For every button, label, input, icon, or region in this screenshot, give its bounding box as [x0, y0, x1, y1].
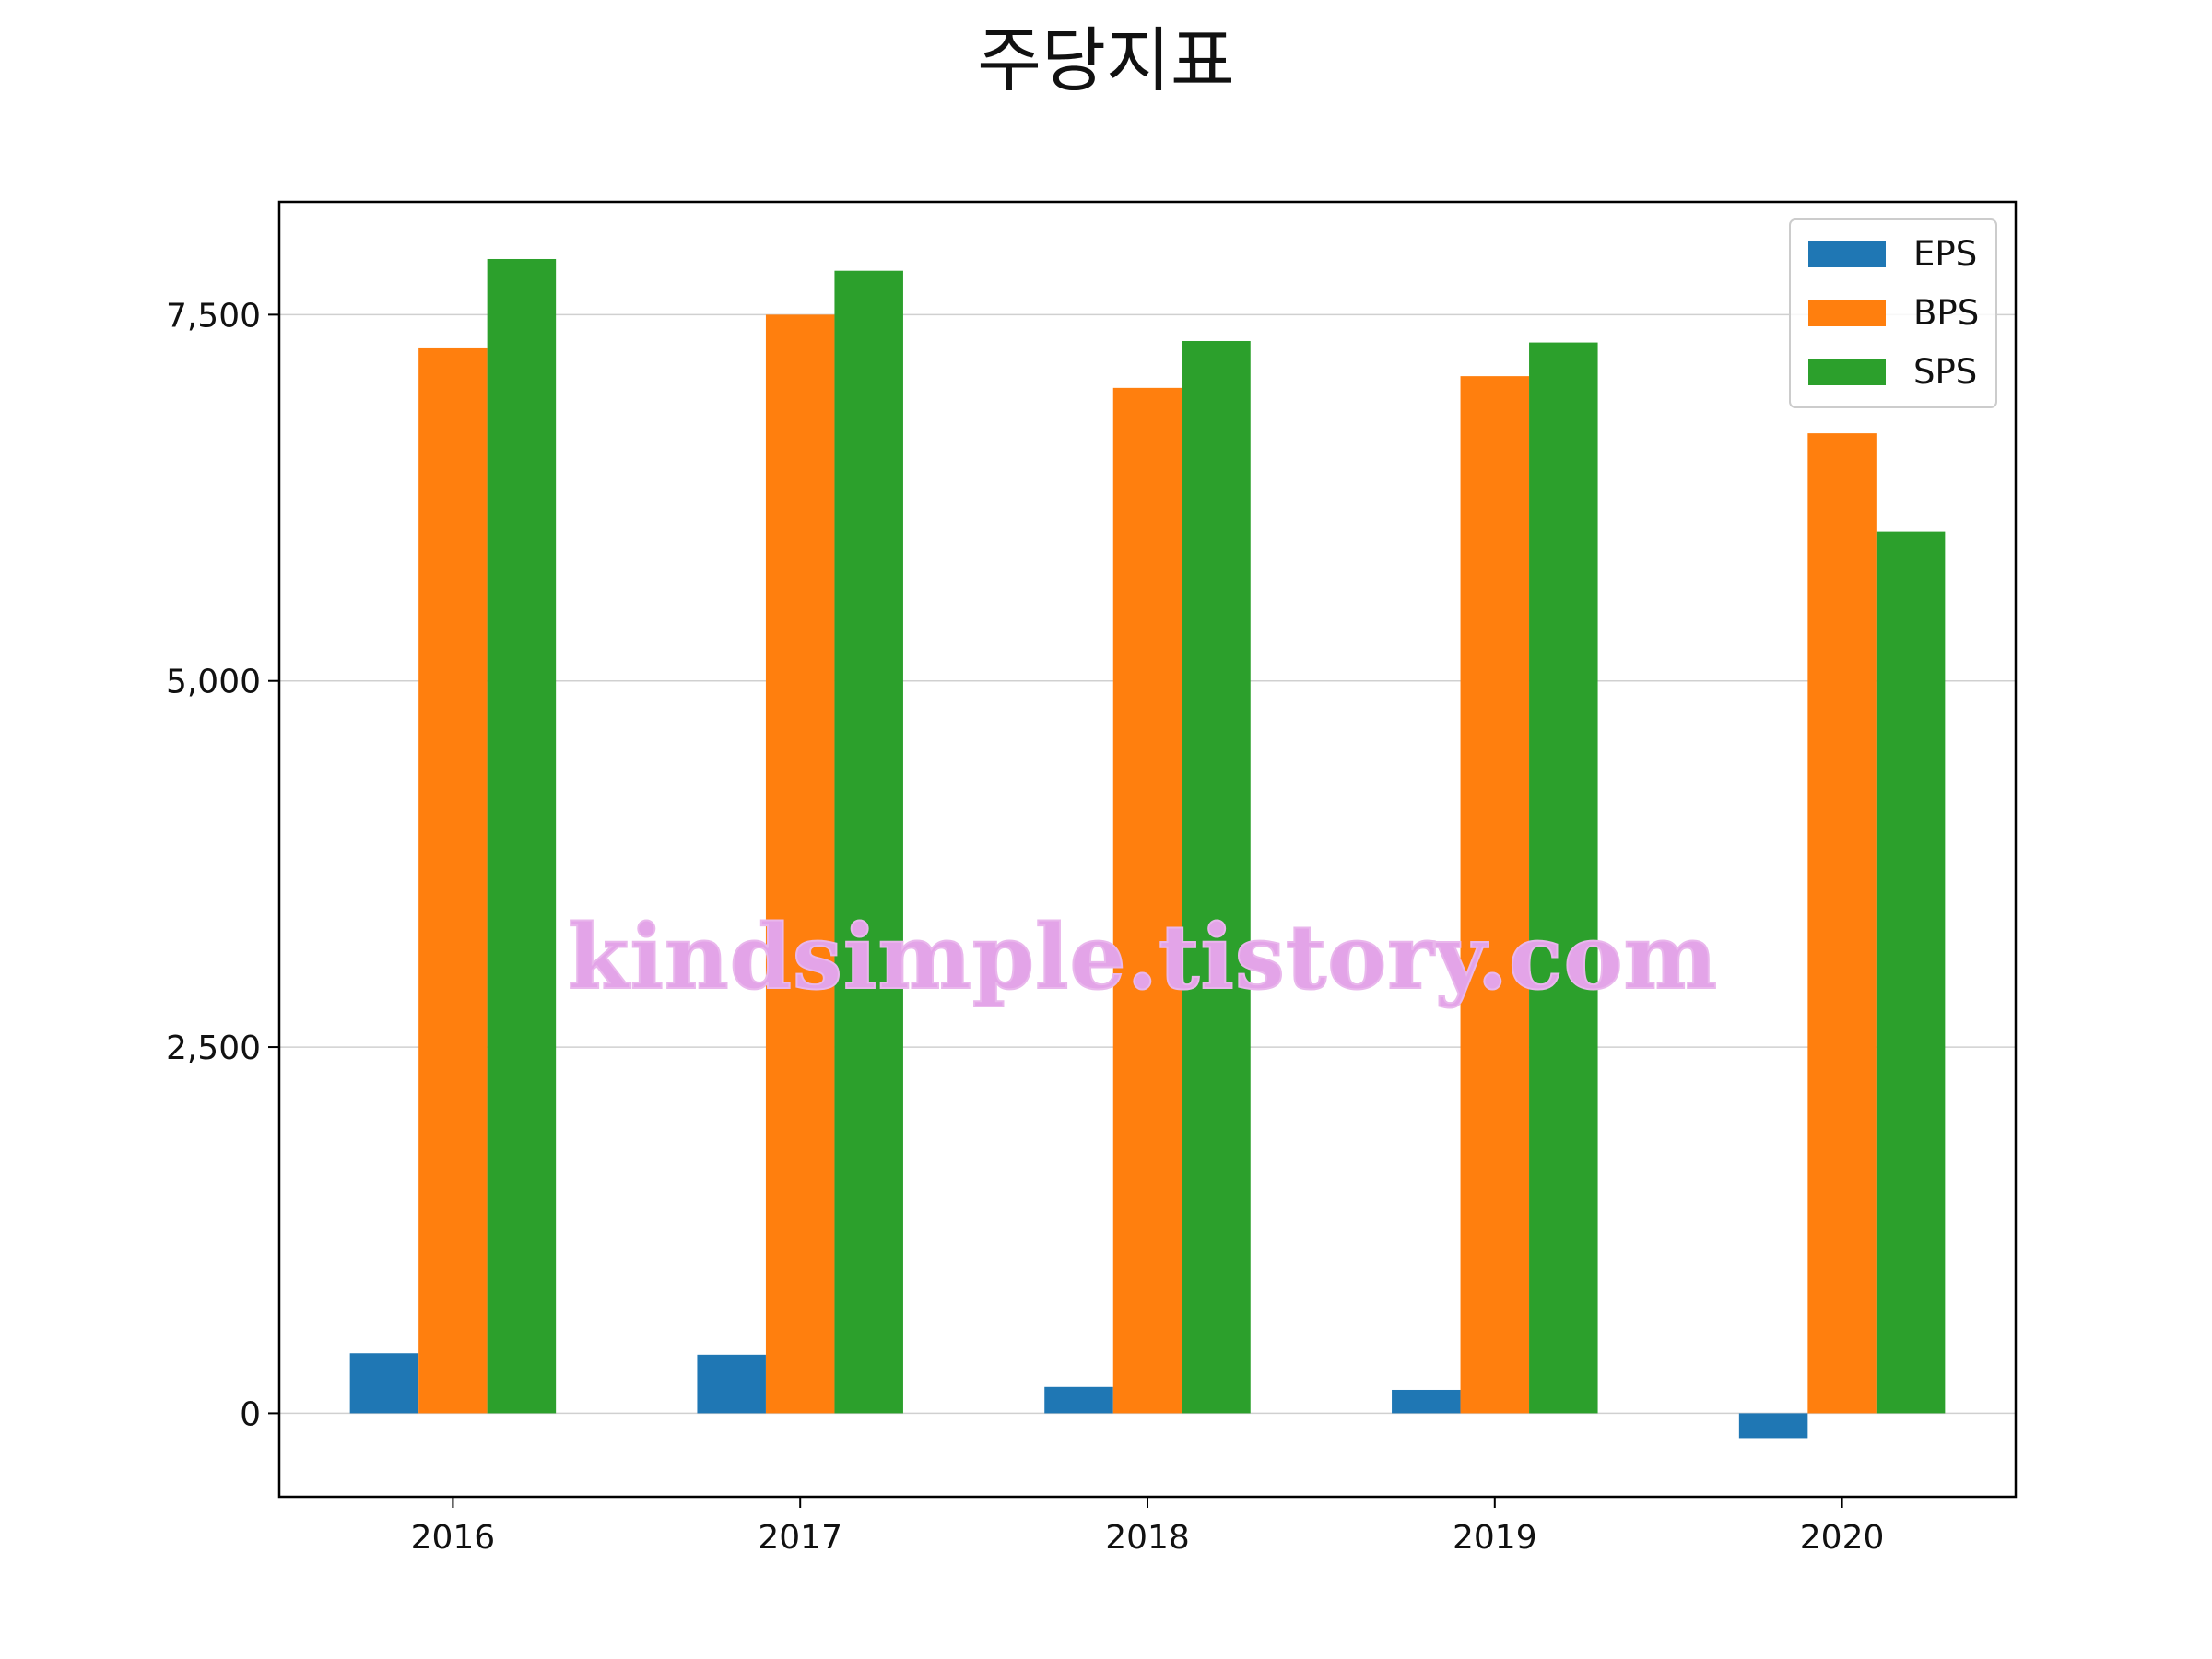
bar-bps-2019 [1460, 376, 1530, 1414]
bar-bps-2020 [1807, 433, 1877, 1414]
bar-sps-2020 [1876, 531, 1946, 1414]
bar-bps-2016 [418, 347, 488, 1414]
bar-sps-2017 [834, 270, 903, 1414]
x-tick-label: 2019 [1453, 1519, 1537, 1557]
legend-label-bps: BPS [1913, 293, 1979, 333]
legend-swatch-sps [1808, 359, 1886, 385]
bar-sps-2018 [1182, 340, 1251, 1414]
y-axis-ticks: 0 2,500 5,000 7,500 [166, 297, 279, 1433]
x-tick-label: 2016 [411, 1519, 496, 1557]
legend-swatch-eps [1808, 241, 1886, 267]
y-tick-label: 7,500 [166, 297, 261, 335]
x-tick-label: 2017 [758, 1519, 842, 1557]
y-tick-label: 0 [240, 1395, 261, 1433]
bar-eps-2019 [1392, 1389, 1461, 1414]
plot-frame [277, 200, 2018, 1499]
bar-sps-2016 [487, 258, 557, 1414]
y-tick-label: 2,500 [166, 1030, 261, 1067]
bar-eps-2017 [697, 1354, 766, 1414]
bar-bps-2017 [765, 314, 835, 1414]
y-tick-label: 5,000 [166, 664, 261, 701]
legend-swatch-bps [1808, 300, 1886, 326]
watermark: kindsimple.tistory.com [568, 905, 1718, 1009]
bar-eps-2016 [349, 1353, 419, 1414]
bar-bps-2018 [1112, 387, 1182, 1414]
legend-label-sps: SPS [1913, 352, 1977, 392]
legend-label-eps: EPS [1913, 234, 1977, 274]
x-axis-ticks: 2016 2017 2018 2019 2020 [411, 1497, 1885, 1557]
x-tick-label: 2020 [1800, 1519, 1885, 1557]
bars [349, 258, 1946, 1439]
legend: EPS BPS SPS [1789, 218, 1997, 408]
x-tick-label: 2018 [1105, 1519, 1190, 1557]
bar-sps-2019 [1529, 342, 1598, 1414]
bar-eps-2018 [1044, 1386, 1113, 1414]
bar-eps-2020 [1738, 1413, 1808, 1439]
chart-title: 주당지표 [977, 19, 1235, 101]
